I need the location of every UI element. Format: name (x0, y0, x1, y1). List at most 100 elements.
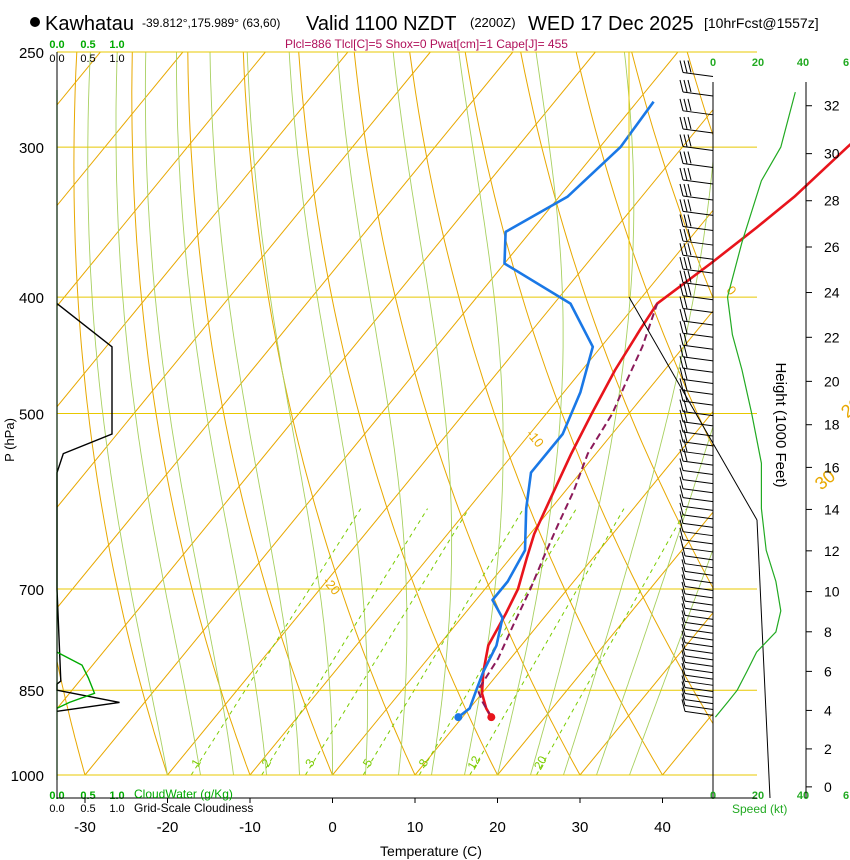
wind-barb-staff (684, 555, 714, 561)
wind-barb-flag (683, 167, 688, 181)
isotherm-line (57, 52, 266, 307)
wind-barb-flag (683, 439, 688, 452)
wind-speed-profile (714, 91, 796, 718)
wind-barb-staff (682, 128, 714, 134)
wind-barb (679, 98, 714, 116)
wind-barb-flag (681, 559, 686, 572)
wind-barb (681, 693, 714, 711)
height-tick-label: 4 (824, 702, 832, 718)
wind-barb (679, 283, 714, 301)
wind-barb-flag (683, 308, 688, 322)
dry-adiabat-line (131, 52, 251, 776)
wind-barb-flag (679, 367, 684, 380)
wind-barb-flag (687, 243, 692, 256)
wind-barb-staff (684, 600, 714, 606)
temperature-tick-label: -10 (239, 819, 261, 836)
wind-barb (681, 559, 714, 576)
station-coords: -39.812°,175.989° (63,60) (142, 16, 280, 30)
pressure-tick-label: 300 (19, 140, 44, 157)
wind-barb (679, 199, 714, 216)
wind-barb-flag (687, 79, 692, 93)
wind-barb-staff (682, 71, 714, 77)
wind-barb-staff (682, 146, 714, 152)
wind-barb (679, 308, 714, 326)
zulu-time: (2200Z) (470, 15, 516, 30)
dry-adiabat-line (464, 52, 713, 725)
wind-barb-flag (681, 669, 686, 682)
height-tick-label: 20 (824, 373, 840, 389)
wind-barb (679, 511, 714, 528)
wind-barb (679, 367, 714, 384)
wind-barb (679, 476, 714, 494)
wind-barb-flag (687, 60, 692, 73)
cloudiness-tick-bottom: 1.0 (109, 803, 124, 815)
wind-barb (679, 378, 714, 395)
wind-barb-flag (679, 308, 684, 322)
isotherm-line (57, 52, 184, 207)
wind-barb-staff (682, 479, 714, 485)
wind-barb (679, 270, 714, 288)
wind-barb-flag (683, 378, 688, 391)
wind-barb-flag (683, 243, 688, 256)
wind-barb (679, 448, 714, 466)
wind-barb-staff (684, 570, 714, 576)
height-tick-label: 6 (824, 663, 832, 679)
wind-barb (681, 681, 714, 699)
wind-barb-flag (683, 60, 688, 73)
wind-barb (679, 333, 714, 350)
height-tick-label: 16 (824, 459, 840, 475)
cloudiness-tick-top: 0.5 (80, 53, 95, 65)
moist-adiabat-line (144, 52, 234, 776)
isotherm-label: -10 (523, 426, 547, 450)
wind-barb-staff (682, 356, 714, 362)
grid-layer: 123581220100-10-200102030 (0, 51, 850, 776)
wind-barb-flag (687, 151, 692, 164)
wind-barb-staff (684, 628, 714, 634)
height-tick-label: 22 (824, 329, 840, 345)
wind-barb-flag (681, 617, 686, 630)
wind-barb-flag (679, 333, 684, 346)
wind-barb-staff (682, 431, 714, 437)
height-tick-label: 18 (824, 417, 840, 433)
wind-barb (679, 60, 714, 77)
mixing-ratio-line (190, 508, 362, 776)
moist-adiabat-line (288, 52, 369, 776)
isotherm-line (579, 612, 713, 776)
wind-barb-flag (681, 566, 686, 580)
pressure-tick-label: 400 (19, 290, 44, 307)
cloudiness-tick-bottom: 0.5 (80, 803, 95, 815)
wind-barb-flag (679, 502, 684, 516)
moist-adiabat-line (629, 548, 713, 776)
wind-barb-staff (682, 441, 714, 447)
cloudwater-tick-bottom: 1.0 (109, 790, 124, 802)
wind-barb-staff (682, 320, 714, 326)
wind-barb (681, 543, 714, 561)
wind-barb (681, 610, 714, 627)
wind-barb (681, 581, 714, 599)
wind-barb-flag (679, 419, 684, 433)
mixing-ratio-line (469, 508, 625, 776)
height-tick-label: 26 (824, 239, 840, 255)
dry-adiabat-line (409, 52, 663, 776)
pressure-tick-label: 1000 (11, 768, 44, 785)
wind-barb-flag (683, 134, 688, 147)
wind-barb-flag (681, 551, 686, 564)
wind-barb (679, 228, 714, 246)
wind-barb-flag (687, 256, 692, 270)
wind-barb-flag (683, 151, 688, 164)
wind-barb-staff (682, 522, 714, 528)
cloudwater-tick-top: 0.0 (49, 39, 64, 51)
wind-barb (679, 399, 714, 417)
wind-barb (679, 467, 714, 485)
side-panel: 0020204040660246810121416182022242628303… (49, 39, 849, 815)
wind-barb (681, 630, 714, 648)
wind-barb-staff (682, 295, 714, 301)
wind-barb (679, 214, 714, 231)
wind-barb-staff (684, 642, 714, 648)
cloudiness-tick-top: 1.0 (109, 53, 124, 65)
wind-barb-flag (687, 199, 692, 212)
freezing-level-line-lower (756, 519, 771, 799)
wind-barb (681, 603, 714, 620)
isotherm-line (0, 52, 18, 775)
wind-barb (679, 502, 714, 520)
